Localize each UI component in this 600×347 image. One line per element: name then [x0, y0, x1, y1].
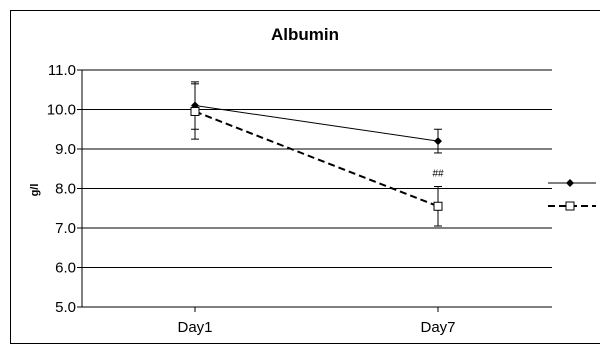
y-tick-labels: 5.0 6.0 7.0 8.0 9.0 10.0 11.0 — [47, 62, 76, 316]
x-tick-label: Day7 — [420, 319, 455, 336]
chart-title: Albumin — [271, 25, 339, 44]
significance-annotation: ## — [432, 169, 444, 180]
series-2 — [190, 83, 443, 227]
y-tick-label: 10.0 — [47, 102, 76, 119]
annotations: ## — [432, 169, 444, 180]
chart-frame — [10, 10, 600, 344]
series-line — [194, 110, 439, 208]
x-tick-labels: Day1 Day7 — [177, 307, 456, 336]
legend — [548, 179, 596, 211]
data-point — [433, 201, 443, 211]
y-tick-label: 5.0 — [55, 299, 76, 316]
x-tick-label: Day1 — [177, 319, 212, 336]
series-1 — [191, 81, 442, 154]
series-line — [194, 105, 439, 142]
series-group — [190, 81, 443, 227]
y-tick-label: 9.0 — [55, 141, 76, 158]
y-tick-label: 7.0 — [55, 220, 76, 237]
y-tick-label: 6.0 — [55, 260, 76, 277]
y-axis-label: g/l — [29, 184, 41, 197]
legend-marker — [566, 179, 574, 187]
legend-marker — [565, 201, 575, 211]
y-tick-label: 11.0 — [48, 62, 76, 79]
data-point — [434, 137, 442, 146]
y-tick-label: 8.0 — [55, 181, 76, 198]
data-point — [190, 106, 200, 116]
gridlines — [77, 69, 552, 308]
